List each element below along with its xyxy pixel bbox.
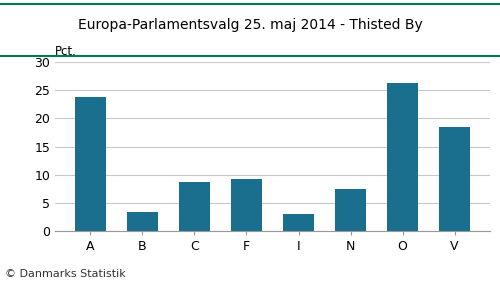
Text: Europa-Parlamentsvalg 25. maj 2014 - Thisted By: Europa-Parlamentsvalg 25. maj 2014 - Thi… (78, 18, 422, 32)
Text: © Danmarks Statistik: © Danmarks Statistik (5, 269, 126, 279)
Bar (75, 97, 106, 231)
Bar (283, 214, 314, 231)
Bar (387, 83, 418, 231)
Bar (179, 182, 210, 231)
Bar (439, 127, 470, 231)
Bar (127, 212, 158, 231)
Bar (335, 189, 366, 231)
Text: Pct.: Pct. (55, 45, 77, 58)
Bar (231, 179, 262, 231)
